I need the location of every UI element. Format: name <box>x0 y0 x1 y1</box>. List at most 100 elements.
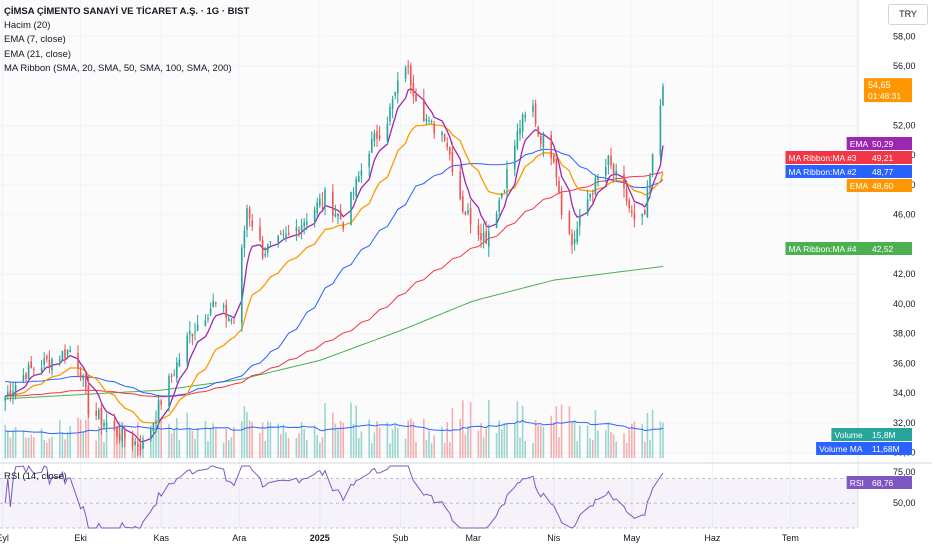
last-price: 54,65 <box>868 80 891 90</box>
candle <box>100 401 103 435</box>
candle <box>176 357 178 383</box>
candle <box>391 95 394 119</box>
candle-body <box>573 239 576 244</box>
candle-body <box>441 131 443 135</box>
volume-bar <box>498 420 500 458</box>
volume-bar <box>264 441 266 458</box>
candle-body <box>324 189 326 206</box>
volume-bar <box>397 428 399 458</box>
badge-ma2-label: MA Ribbon:MA #2 <box>789 167 857 177</box>
candle <box>30 356 32 369</box>
volume-bar <box>43 440 45 458</box>
volume-bar <box>246 412 248 458</box>
currency-button[interactable]: TRY <box>888 4 928 25</box>
candle <box>586 189 589 217</box>
volume-bar <box>176 418 178 458</box>
time-axis[interactable]: Eyl Eki Kas Ara 2025 Şub Mar Nis May Haz Tem <box>0 533 799 543</box>
volume-bar <box>646 412 649 458</box>
candle <box>298 226 300 238</box>
volume-bar <box>592 439 594 458</box>
volume-bar <box>285 432 287 458</box>
badge-ema21-value: 48,60 <box>872 181 894 191</box>
candle-body <box>355 178 357 196</box>
candle <box>404 65 407 83</box>
candle-body <box>313 210 316 221</box>
candle-body <box>25 373 27 380</box>
candle-body <box>48 359 51 368</box>
badge-ma4-label-box <box>785 242 868 255</box>
volume-bar <box>501 429 503 458</box>
candle <box>69 346 71 353</box>
candle-body <box>537 126 539 136</box>
candle-body <box>241 247 243 324</box>
candle <box>534 99 537 128</box>
bar-countdown: 01:48:31 <box>868 91 901 101</box>
volume-bar <box>69 425 71 458</box>
candle-body <box>277 235 279 244</box>
candle <box>389 103 391 126</box>
candle <box>51 357 53 376</box>
volume-bar <box>33 437 35 458</box>
candles <box>4 60 664 457</box>
candle <box>152 422 155 435</box>
x-tick-label: Haz <box>704 533 721 543</box>
volume-bar <box>641 424 643 458</box>
volume-bar <box>280 434 282 458</box>
candle-body <box>131 436 134 446</box>
candle <box>121 422 123 448</box>
candle <box>160 398 162 410</box>
volume-bar <box>605 430 607 458</box>
volume-bar <box>295 438 298 458</box>
badge-rsi-value-box <box>868 476 912 489</box>
legend-ema7[interactable]: EMA (7, close) <box>4 34 66 46</box>
badge-volume-label-box <box>831 428 868 441</box>
candle <box>300 218 303 240</box>
volume-bar <box>464 434 467 458</box>
candle-body <box>425 118 428 122</box>
volume-bar <box>9 437 12 458</box>
legend-ema21[interactable]: EMA (21, close) <box>4 48 72 60</box>
volume-bar <box>300 422 303 458</box>
volume-bar <box>415 441 417 458</box>
candle-body <box>558 180 560 194</box>
candle <box>66 349 69 360</box>
candle-body <box>350 191 352 226</box>
candle-body <box>371 138 373 153</box>
candle-body <box>605 166 607 176</box>
candle <box>371 131 373 153</box>
volume-bar <box>282 424 285 458</box>
volume-bar <box>386 422 389 458</box>
candle <box>521 112 524 139</box>
volume-bar <box>633 421 636 458</box>
candle <box>282 229 285 241</box>
legend-volume[interactable]: Hacim (20) <box>4 20 51 32</box>
candle <box>597 173 599 187</box>
volume-bar <box>540 425 542 458</box>
volume-bar <box>215 428 217 458</box>
volume-bar <box>241 421 243 458</box>
candle-body <box>480 233 482 241</box>
legend-rsi[interactable]: RSI (14, close) <box>4 471 67 482</box>
volume-bar <box>644 441 646 458</box>
badge-ma3-label: MA Ribbon:MA #3 <box>789 153 857 163</box>
volume-bar <box>25 437 27 458</box>
volume-bar <box>594 410 597 458</box>
candle-body <box>33 369 35 370</box>
candle-body <box>225 305 227 318</box>
badge-ema21-label-box <box>846 179 868 192</box>
volume-bar <box>597 430 599 458</box>
legend-ribbon[interactable]: MA Ribbon (SMA, 20, SMA, 50, SMA, 100, S… <box>4 62 232 74</box>
volume-bar <box>105 422 108 458</box>
candle <box>95 402 97 421</box>
candle-body <box>519 128 521 134</box>
y-tick-label: 38,00 <box>893 329 916 339</box>
candle <box>4 395 6 411</box>
candle <box>222 302 225 313</box>
ma3-line <box>5 171 664 398</box>
y-tick-label: 56,00 <box>893 61 916 71</box>
symbol-title[interactable]: ÇİMSA ÇİMENTO SANAYİ VE TİCARET A.Ş. · 1… <box>4 6 250 17</box>
candle <box>428 116 430 124</box>
candle-body <box>631 210 633 213</box>
candle <box>339 204 342 220</box>
